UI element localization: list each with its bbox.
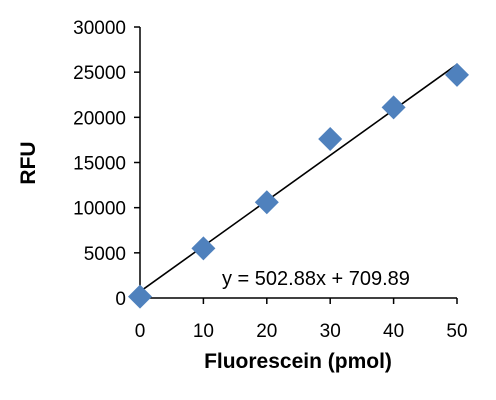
trendline-layer xyxy=(139,63,458,293)
y-tick-label: 0 xyxy=(115,289,126,310)
axes-layer xyxy=(134,26,458,304)
x-tick-label: 10 xyxy=(193,321,214,342)
y-tick-label: 10000 xyxy=(73,199,126,220)
x-tick-label: 20 xyxy=(256,321,277,342)
x-tick-label: 50 xyxy=(446,321,467,342)
data-point xyxy=(445,62,469,87)
data-point xyxy=(318,127,343,152)
data-point xyxy=(381,95,406,120)
labels-layer: 0 5000 10000 15000 20000 25000 30000 0 10 20 30 40 5… xyxy=(73,18,467,342)
y-tick-label: 15000 xyxy=(73,154,126,175)
x-tick-label: 40 xyxy=(383,321,404,342)
data-points-layer xyxy=(128,62,469,309)
x-tick-label: 30 xyxy=(320,321,341,342)
y-tick-label: 30000 xyxy=(73,18,126,39)
y-tick-label: 5000 xyxy=(84,244,126,265)
y-tick-label: 20000 xyxy=(73,108,126,129)
y-tick-label: 25000 xyxy=(73,63,126,84)
data-point xyxy=(191,236,216,261)
trendline xyxy=(139,63,458,293)
data-point xyxy=(128,284,152,309)
data-point xyxy=(254,190,279,215)
x-tick-label: 0 xyxy=(135,321,146,342)
x-axis-title: Fluorescein (pmol) xyxy=(204,350,392,373)
trendline-equation: y = 502.88x + 709.89 xyxy=(222,268,410,290)
y-axis-title: RFU xyxy=(17,141,40,184)
